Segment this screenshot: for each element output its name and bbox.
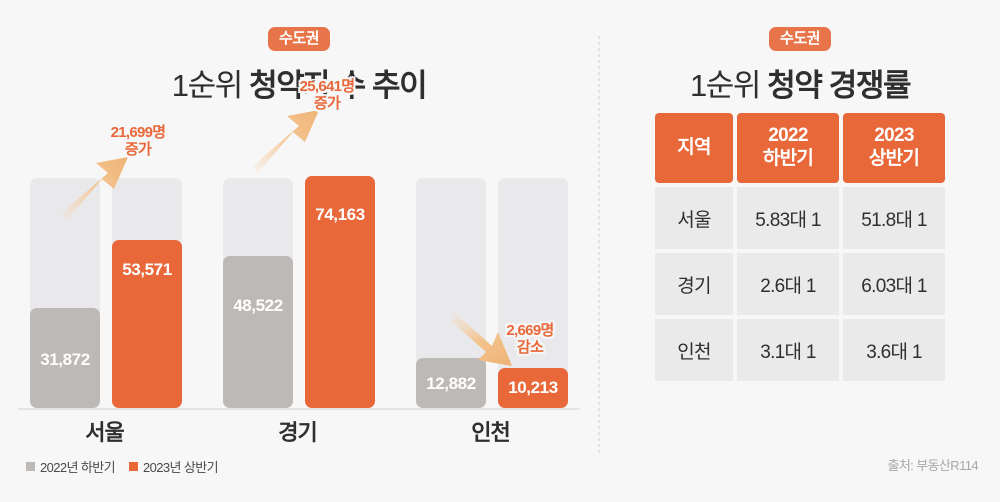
region-badge: 수도권 bbox=[769, 27, 831, 51]
increase-arrow-icon bbox=[253, 110, 319, 174]
table-header-region-label: 지역 bbox=[677, 136, 711, 158]
legend-swatch-icon bbox=[128, 462, 138, 471]
source-attribution: 출처: 부동산R114 bbox=[887, 458, 978, 473]
legend-label-prev: 2022년 하반기 bbox=[40, 460, 116, 475]
left-badge-wrap: 수도권 bbox=[0, 27, 598, 51]
table-title: 1순위 청약 경쟁률 bbox=[600, 60, 1000, 105]
page-title: 1순위 청약자 수 추이 bbox=[0, 60, 598, 105]
bar-gyeonggi-curr bbox=[305, 176, 375, 408]
chart-legend: 2022년 하반기 2023년 상반기 bbox=[26, 457, 219, 476]
table-cell-prev: 2.6대 1 bbox=[737, 253, 839, 315]
table-header-curr-lines: 2023 상반기 bbox=[868, 125, 920, 171]
bar-value-gyeonggi-prev: 48,522 bbox=[233, 296, 283, 315]
table-row: 서울 5.83대 1 51.8대 1 bbox=[655, 187, 945, 249]
bar-value-seoul-prev: 31,872 bbox=[40, 350, 90, 369]
table-header-row: 지역 2022 하반기 2023 상반기 bbox=[655, 113, 945, 183]
left-header: 수도권 1순위 청약자 수 추이 bbox=[0, 27, 598, 105]
table-cell-region: 경기 bbox=[655, 253, 733, 315]
table-cell-curr: 3.6대 1 bbox=[843, 319, 945, 381]
legend-label-curr: 2023년 상반기 bbox=[142, 460, 219, 475]
table-title-light: 1순위 bbox=[689, 68, 761, 103]
page-title-light: 1순위 bbox=[171, 68, 243, 103]
competition-rate-table: 지역 2022 하반기 2023 상반기 서울 5.83대 1 bbox=[655, 113, 945, 385]
delta-annotation-gyeonggi: 25,641명 증가 bbox=[277, 78, 377, 113]
category-label-seoul: 서울 bbox=[85, 420, 124, 445]
chart-panel: 수도권 1순위 청약자 수 추이 31,872 53,571 bbox=[0, 27, 598, 476]
delta-direction-gyeonggi: 증가 bbox=[313, 94, 341, 112]
delta-amount-seoul: 21,699명 bbox=[110, 123, 166, 141]
table-header-curr: 2023 상반기 bbox=[843, 113, 945, 183]
table-cell-prev: 3.1대 1 bbox=[737, 319, 839, 381]
table-title-bold: 청약 경쟁률 bbox=[767, 68, 911, 103]
panel-divider bbox=[598, 36, 600, 456]
bar-group-seoul: 31,872 53,571 bbox=[22, 120, 187, 408]
bar-seoul-prev bbox=[30, 308, 100, 408]
bar-group-incheon: 12,882 10,213 bbox=[408, 120, 573, 408]
table-header-prev-lines: 2022 하반기 bbox=[762, 125, 814, 171]
right-badge-wrap: 수도권 bbox=[600, 27, 1000, 51]
table-cell-curr: 6.03대 1 bbox=[843, 253, 945, 315]
chart-baseline bbox=[18, 408, 580, 410]
table-header-prev: 2022 하반기 bbox=[737, 113, 839, 183]
bar-group-gyeonggi: 48,522 74,163 bbox=[215, 78, 380, 408]
bar-gyeonggi-prev bbox=[223, 256, 293, 408]
region-badge: 수도권 bbox=[268, 27, 330, 51]
legend-item-prev: 2022년 하반기 bbox=[26, 457, 116, 476]
page-title-bold: 청약자 수 추이 bbox=[249, 68, 428, 103]
bar-incheon-prev bbox=[416, 358, 486, 408]
table-panel: 수도권 1순위 청약 경쟁률 지역 2022 하반기 bbox=[600, 0, 1000, 502]
bar-value-seoul-curr: 53,571 bbox=[122, 260, 172, 279]
delta-direction-incheon: 감소 bbox=[516, 338, 544, 356]
table-header-curr-half: 상반기 bbox=[868, 148, 920, 169]
table-cell-curr: 51.8대 1 bbox=[843, 187, 945, 249]
table-row: 경기 2.6대 1 6.03대 1 bbox=[655, 253, 945, 315]
table-header-prev-half: 하반기 bbox=[762, 148, 814, 169]
table-cell-prev: 5.83대 1 bbox=[737, 187, 839, 249]
bar-seoul-curr bbox=[112, 240, 182, 408]
bar-value-incheon-curr: 10,213 bbox=[508, 378, 558, 397]
table-header-region: 지역 bbox=[655, 113, 733, 183]
bar-value-gyeonggi-curr: 74,163 bbox=[315, 205, 365, 224]
category-axis: 서울 경기 인천 bbox=[0, 415, 598, 449]
delta-direction-seoul: 증가 bbox=[124, 140, 152, 158]
bar-value-incheon-prev: 12,882 bbox=[426, 374, 476, 393]
delta-annotation-incheon: 2,669명 감소 bbox=[480, 322, 580, 357]
table-cell-region: 서울 bbox=[655, 187, 733, 249]
table-row: 인천 3.1대 1 3.6대 1 bbox=[655, 319, 945, 381]
legend-swatch-icon bbox=[26, 462, 35, 471]
bar-incheon-curr bbox=[498, 368, 568, 408]
table-cell-region: 인천 bbox=[655, 319, 733, 381]
delta-amount-incheon: 2,669명 bbox=[506, 321, 554, 339]
table-header-prev-year: 2022 bbox=[768, 125, 808, 147]
table-header-curr-year: 2023 bbox=[874, 125, 914, 147]
legend-item-curr: 2023년 상반기 bbox=[128, 457, 219, 476]
category-label-incheon: 인천 bbox=[471, 420, 510, 445]
delta-amount-gyeonggi: 25,641명 bbox=[299, 77, 355, 95]
bar-chart: 31,872 53,571 bbox=[0, 78, 598, 410]
right-header: 수도권 1순위 청약 경쟁률 bbox=[600, 27, 1000, 105]
delta-annotation-seoul: 21,699명 증가 bbox=[88, 124, 188, 159]
category-label-gyeonggi: 경기 bbox=[278, 420, 317, 445]
